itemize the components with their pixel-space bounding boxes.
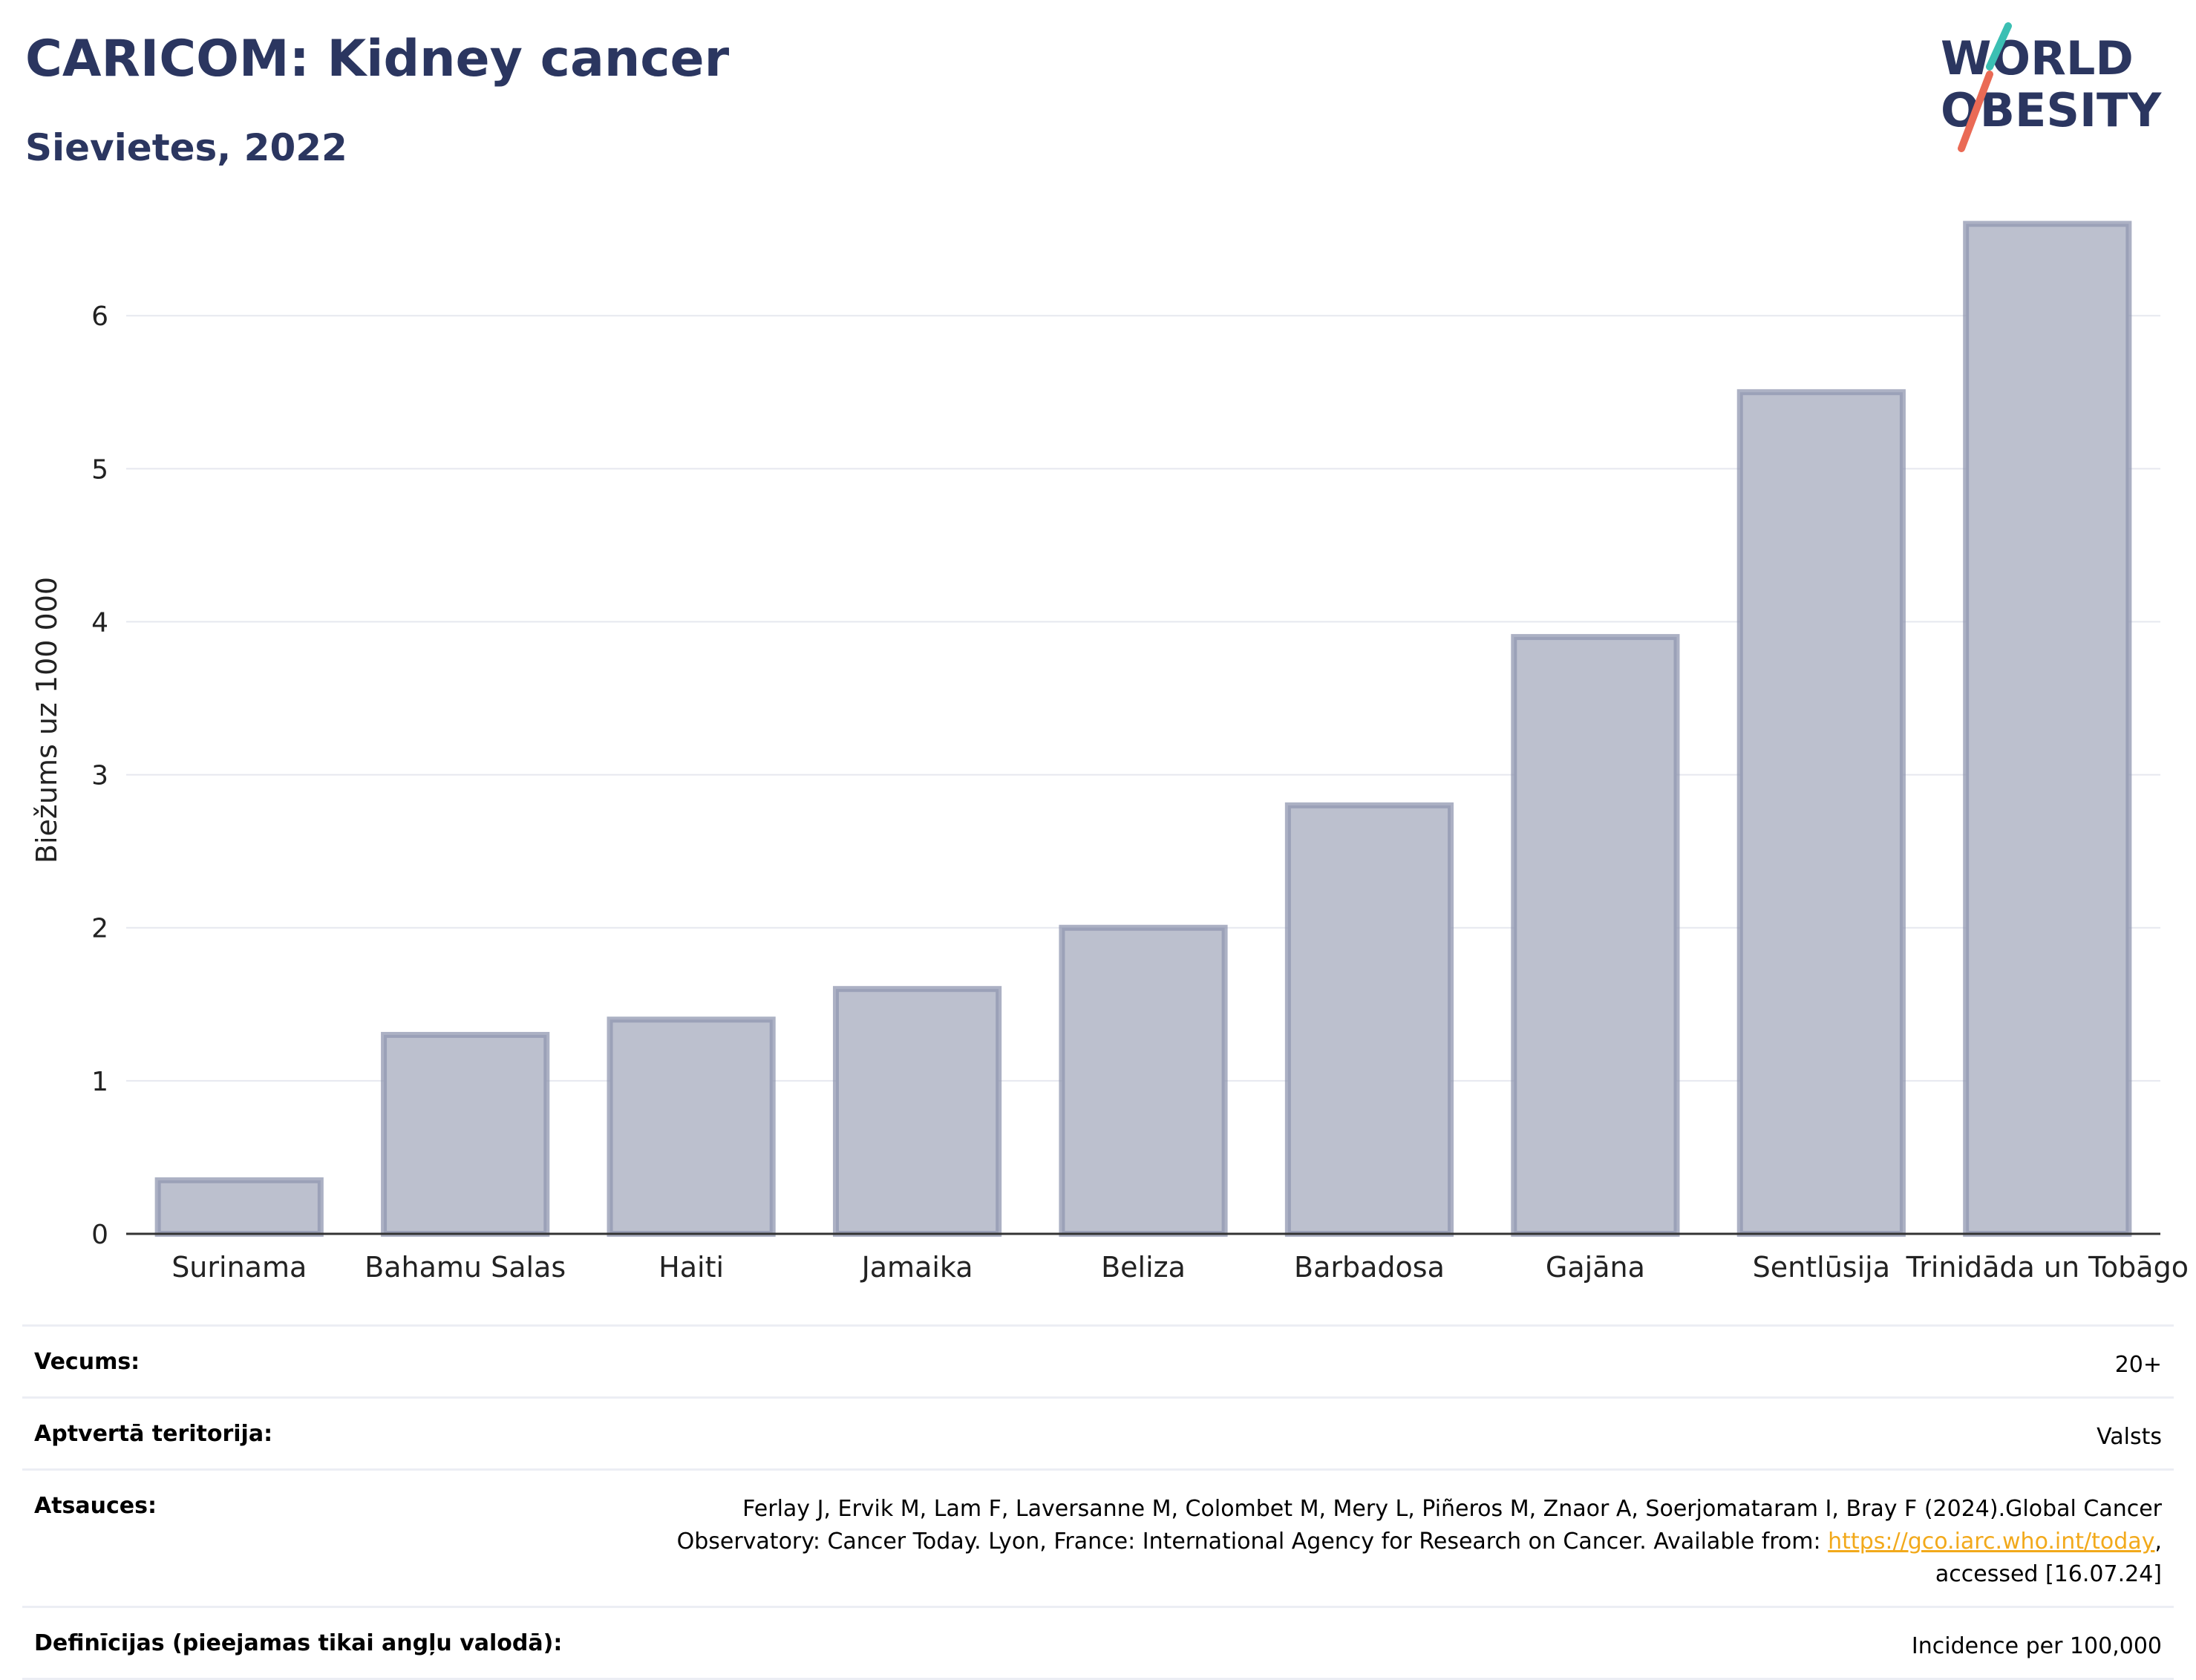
- bar[interactable]: [381, 1032, 550, 1237]
- chart-title: CARICOM: Kidney cancer: [25, 30, 730, 88]
- meta-refs-link[interactable]: https://gco.iarc.who.int/today: [1828, 1529, 2155, 1555]
- y-tick-label: 6: [91, 301, 108, 332]
- bar[interactable]: [1511, 634, 1680, 1237]
- bar-chart: 0 1 2 3 4 5 6 Surinama Bahamu Salas Haiti Jamaika B…: [30, 220, 2189, 1284]
- bar[interactable]: [154, 1177, 324, 1237]
- logo-word-world: WORLD: [1941, 31, 2134, 85]
- bar[interactable]: [832, 986, 1002, 1238]
- meta-row-age: Vecums: 20+: [22, 1324, 2174, 1396]
- meta-defs-label: Definīcijas (pieejamas tikai angļu valod…: [34, 1630, 563, 1656]
- meta-refs-label: Atsauces:: [34, 1493, 157, 1519]
- x-tick-label: Beliza: [1101, 1251, 1186, 1284]
- meta-age-label: Vecums:: [34, 1349, 140, 1375]
- chart-subtitle: Sievietes, 2022: [25, 126, 347, 169]
- meta-territory-label: Aptvertā teritorija:: [34, 1421, 273, 1447]
- x-tick-label: Surinama: [171, 1251, 307, 1284]
- y-tick-label: 2: [91, 914, 108, 944]
- meta-refs-accessed: , accessed [16.07.24]: [1935, 1529, 2162, 1587]
- bar[interactable]: [1284, 802, 1454, 1238]
- x-tick-label: Jamaika: [860, 1251, 973, 1284]
- x-tick-label: Trinidāda un Tobāgo: [1906, 1251, 2189, 1284]
- y-tick-label: 0: [91, 1220, 108, 1250]
- x-tick-label: Gajāna: [1546, 1251, 1645, 1284]
- logo-slash-coral: [1958, 71, 1993, 152]
- bars: [154, 220, 2132, 1238]
- meta-row-references: Atsauces: Ferlay J, Ervik M, Lam F, Lave…: [22, 1468, 2174, 1606]
- y-tick-label: 5: [91, 454, 108, 485]
- meta-row-definitions: Definīcijas (pieejamas tikai angļu valod…: [22, 1606, 2174, 1680]
- metadata-table: Vecums: 20+ Aptvertā teritorija: Valsts …: [22, 1324, 2174, 1680]
- x-tick-label: Haiti: [659, 1251, 724, 1284]
- x-tick-label: Sentlūsija: [1753, 1251, 1890, 1284]
- y-tick-label: 4: [91, 607, 108, 638]
- meta-refs-value: Ferlay J, Ervik M, Lam F, Laversanne M, …: [603, 1493, 2162, 1591]
- axes: 0 1 2 3 4 5 6 Surinama Bahamu Salas Haiti Jamaika B…: [91, 301, 2189, 1284]
- bar[interactable]: [1059, 924, 1228, 1237]
- x-tick-label: Barbadosa: [1294, 1251, 1445, 1284]
- meta-age-value: 20+: [2114, 1352, 2162, 1378]
- world-obesity-logo: WORLD OBESITY: [1941, 22, 2162, 152]
- y-tick-label: 1: [91, 1067, 108, 1097]
- y-tick-label: 3: [91, 761, 108, 791]
- logo-slash-teal: [1986, 22, 2012, 71]
- meta-defs-value: Incidence per 100,000: [1911, 1633, 2162, 1659]
- meta-refs-text: Ferlay J, Ervik M, Lam F, Laversanne M, …: [676, 1496, 2162, 1555]
- meta-territory-value: Valsts: [2097, 1424, 2162, 1450]
- y-axis-label: Biežums uz 100 000: [30, 577, 63, 863]
- bar[interactable]: [1963, 220, 2132, 1237]
- meta-row-territory: Aptvertā teritorija: Valsts: [22, 1396, 2174, 1468]
- bar[interactable]: [607, 1016, 776, 1237]
- bar[interactable]: [1736, 389, 1906, 1237]
- x-tick-label: Bahamu Salas: [365, 1251, 566, 1284]
